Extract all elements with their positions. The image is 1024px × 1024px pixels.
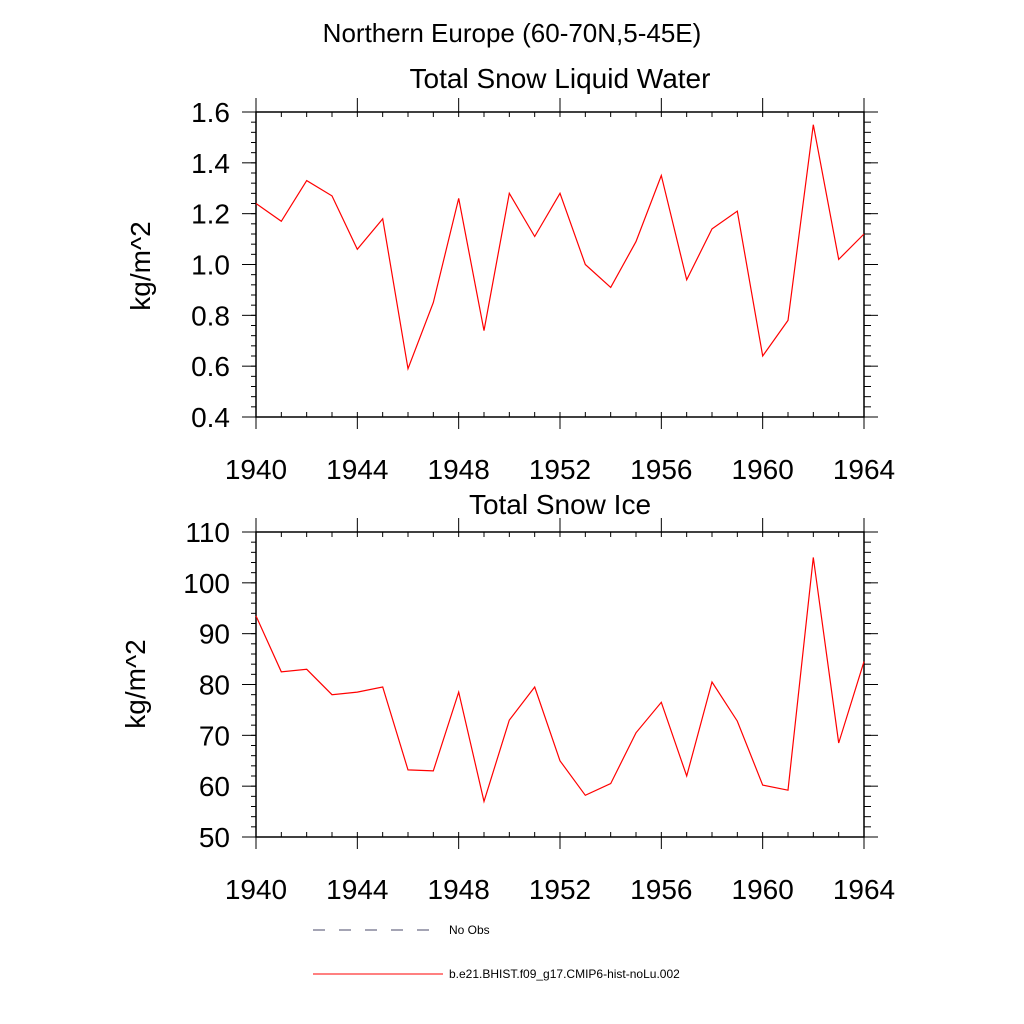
y-tick-label: 60	[199, 771, 230, 802]
y-tick-label: 110	[185, 517, 230, 548]
y-tick-label: 1.2	[191, 199, 230, 230]
y-tick-label: 90	[199, 619, 230, 650]
series-line	[255, 124, 865, 371]
y-tick-label: 70	[199, 720, 230, 751]
plot-frame	[255, 111, 865, 418]
y-tick-label: 1.4	[191, 148, 230, 179]
panel-title: Total Snow Ice	[469, 489, 651, 520]
x-tick-label: 1964	[833, 454, 895, 485]
y-tick-label: 0.8	[191, 300, 230, 331]
x-tick-label: 1956	[630, 454, 692, 485]
plot-frame	[255, 531, 865, 838]
panel-snow-ice: Total Snow Ice kg/m^2 1940 1944 1948 1952 19…	[120, 489, 895, 905]
x-tick-label: 1964	[833, 874, 895, 905]
x-tick-label: 1940	[225, 454, 287, 485]
x-tick-label: 1960	[732, 454, 794, 485]
legend: No Obs b.e21.BHIST.f09_g17.CMIP6-hist-no…	[313, 923, 680, 981]
series-line	[255, 557, 865, 804]
x-tick-label: 1944	[326, 874, 388, 905]
y-tick-label: 50	[199, 822, 230, 853]
y-tick-label: 100	[183, 568, 230, 599]
y-tick-label: 1.0	[191, 250, 230, 281]
x-tick-label: 1948	[428, 454, 490, 485]
y-tick-label: 0.4	[191, 402, 230, 433]
y-tick-label: 80	[199, 670, 230, 701]
y-tick-label: 1.6	[191, 97, 230, 128]
x-tick-label: 1952	[529, 874, 591, 905]
y-axis-label: kg/m^2	[125, 221, 156, 310]
x-tick-label: 1952	[529, 454, 591, 485]
x-tick-label: 1960	[732, 874, 794, 905]
x-tick-label: 1948	[428, 874, 490, 905]
x-tick-label: 1944	[326, 454, 388, 485]
legend-label-model: b.e21.BHIST.f09_g17.CMIP6-hist-noLu.002	[449, 967, 680, 981]
x-tick-label: 1940	[225, 874, 287, 905]
page-title: Northern Europe (60-70N,5-45E)	[323, 18, 702, 48]
y-tick-label: 0.6	[191, 351, 230, 382]
legend-label-no-obs: No Obs	[449, 923, 490, 937]
panel-title: Total Snow Liquid Water	[410, 63, 711, 94]
x-tick-label: 1956	[630, 874, 692, 905]
y-axis-label: kg/m^2	[120, 639, 151, 728]
panel-liquid-water: Total Snow Liquid Water kg/m^2 1940 1944 1…	[125, 63, 895, 485]
